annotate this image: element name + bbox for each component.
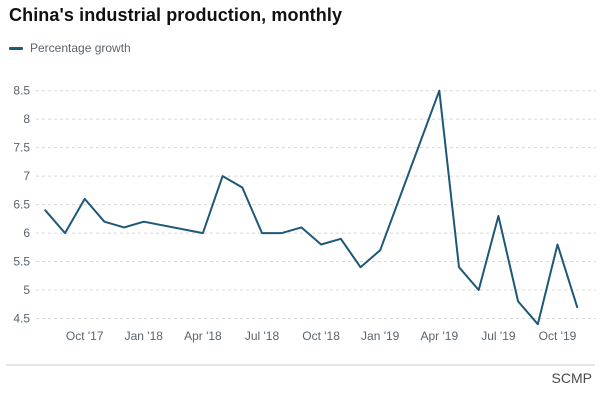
- x-axis-tick-label: Apr '18: [184, 329, 222, 343]
- line-series-swatch-icon: [9, 46, 23, 50]
- y-axis-tick-label: 6.5: [13, 198, 30, 212]
- y-axis-tick-label: 7.5: [13, 141, 30, 155]
- series-line: [44, 89, 579, 326]
- x-axis-tick-label: Jan '19: [361, 329, 400, 343]
- chart-title: China's industrial production, monthly: [9, 5, 343, 25]
- y-axis-tick-label: 4.5: [13, 312, 30, 326]
- source-label: SCMP: [551, 370, 592, 386]
- legend-label: Percentage growth: [30, 41, 131, 55]
- x-axis-tick-label: Oct '17: [66, 329, 104, 343]
- y-axis-tick-label: 8: [23, 112, 30, 126]
- x-axis-tick-label: Oct '18: [302, 329, 340, 343]
- x-axis-tick-label: Jul '18: [245, 329, 280, 343]
- y-axis-tick-label: 7: [23, 169, 30, 183]
- y-axis-tick-label: 5: [23, 283, 30, 297]
- x-axis-tick-label: Apr '19: [420, 329, 458, 343]
- x-axis-tick-label: Oct '19: [539, 329, 577, 343]
- legend: Percentage growth: [9, 41, 131, 55]
- y-axis-tick-label: 8.5: [13, 84, 30, 98]
- y-axis-tick-label: 6: [23, 226, 30, 240]
- x-axis-tick-label: Jul '19: [481, 329, 516, 343]
- x-axis-tick-label: Jan '18: [125, 329, 164, 343]
- footer-divider: [6, 364, 595, 366]
- y-axis-tick-label: 5.5: [13, 255, 30, 269]
